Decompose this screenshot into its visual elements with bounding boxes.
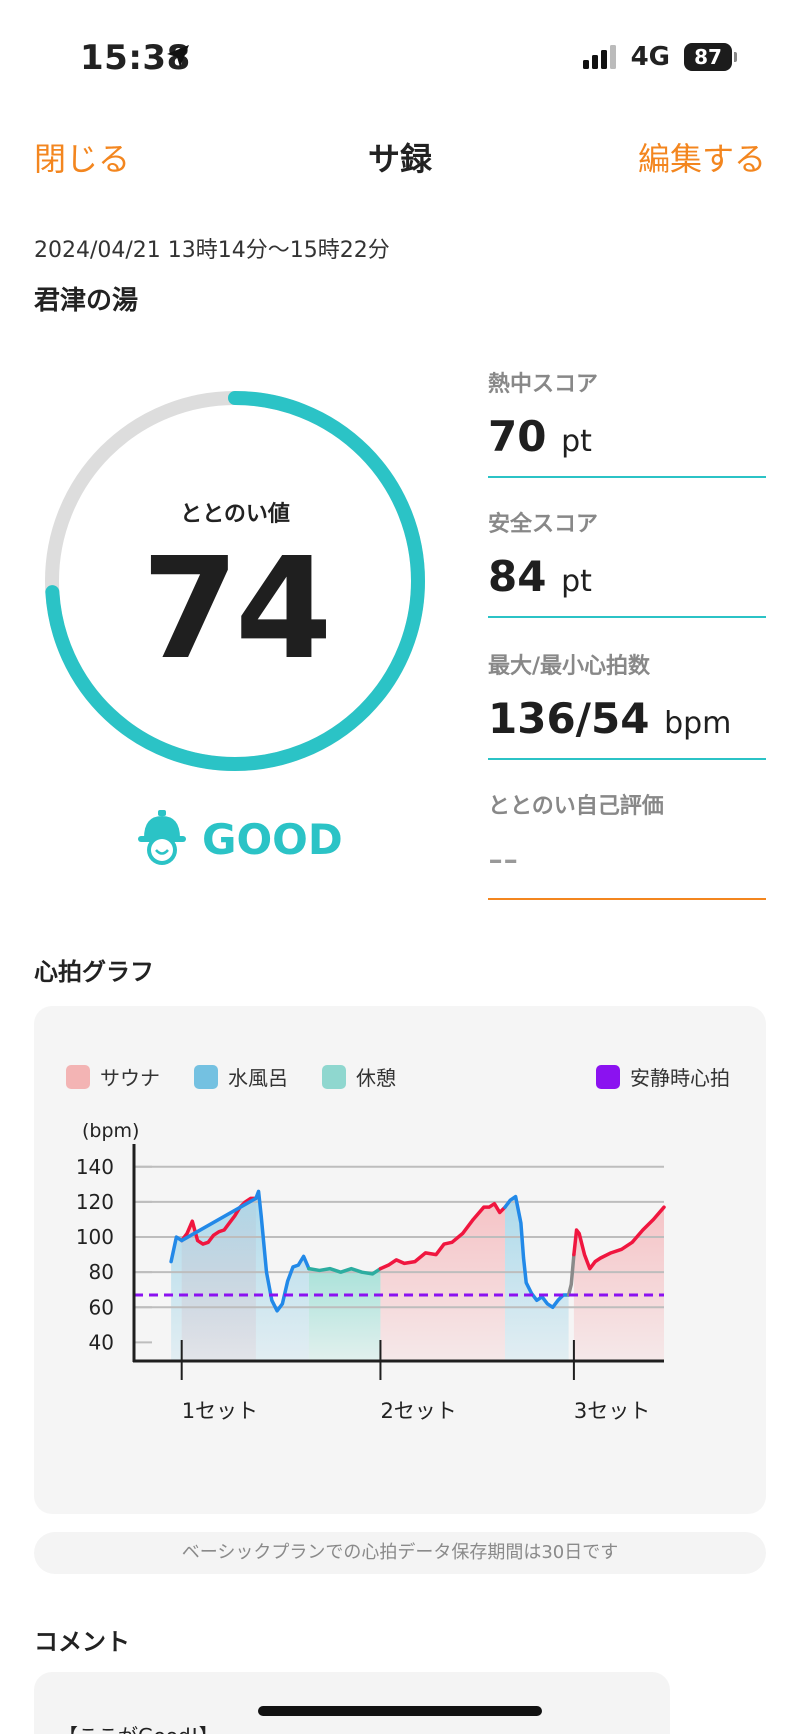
edit-button[interactable]: 編集する [637, 140, 766, 178]
y-tick-label: 60 [89, 1295, 114, 1319]
metric-number: -- [488, 834, 519, 883]
metric-unit: pt [561, 424, 592, 459]
heart-rate-series-line [378, 1201, 507, 1271]
x-tick-label: 3セット [574, 1399, 650, 1423]
metric-divider [488, 898, 766, 900]
heart-rate-series-line [307, 1266, 383, 1276]
metric-unit: pt [561, 564, 592, 599]
rank-label: GOOD [202, 814, 343, 864]
segment-fill [573, 1207, 664, 1360]
metric-divider [488, 476, 766, 478]
metric-number: 84 [488, 552, 547, 601]
comment-text: 【ここがGood!】 [58, 1720, 219, 1734]
metric-label: 安全スコア [488, 512, 599, 537]
chart-axes: 1セット 2セット 3セット [132, 1144, 664, 1423]
graph-title: 心拍グラフ [34, 958, 154, 986]
session-datetime: 2024/04/21 13時14分〜15時22分 [34, 238, 390, 263]
y-tick-label: 140 [76, 1155, 114, 1179]
chart-series-lines [169, 1189, 666, 1313]
comment-title: コメント [34, 1628, 130, 1656]
totonoi-value: 74 [141, 528, 333, 691]
sauna-hat-mascot-icon [138, 810, 186, 865]
y-tick-label: 80 [89, 1260, 114, 1284]
status-time: 15:38 [80, 38, 191, 78]
heart-rate-series-line [503, 1194, 571, 1310]
comment-card[interactable] [34, 1672, 670, 1734]
close-button[interactable]: 閉じる [34, 140, 131, 178]
max-min-heart-rate: 最大/最小心拍数 136/54 bpm [488, 648, 766, 760]
segment-fill [505, 1196, 569, 1360]
x-tick-label: 1セット [182, 1399, 258, 1423]
totonoi-label: ととのい値 [180, 502, 290, 527]
y-tick-label: 100 [76, 1225, 114, 1249]
legend-swatch [66, 1064, 90, 1089]
metric-number: 70 [488, 412, 547, 461]
legend-resting-hr: 安静時心拍 [596, 1062, 730, 1091]
segment-fill [171, 1191, 309, 1360]
metric-label: 熱中スコア [488, 372, 599, 397]
legend-sauna: サウナ [66, 1062, 160, 1091]
data-retention-notice: ベーシックプランでの心拍データ保存期間は30日です [34, 1532, 766, 1574]
heat-score: 熱中スコア 70 pt [488, 366, 766, 478]
metric-value: -- [488, 838, 766, 892]
legend-label: サウナ [100, 1066, 160, 1090]
legend-label: 休憩 [356, 1066, 396, 1090]
legend-label: 安静時心拍 [630, 1066, 730, 1090]
home-indicator [258, 1706, 542, 1716]
y-axis-label: (bpm) [82, 1120, 139, 1142]
legend-label: 水風呂 [228, 1066, 288, 1090]
metric-label: 最大/最小心拍数 [488, 654, 651, 679]
metric-value: 136/54 bpm [488, 698, 766, 752]
page-title: サ録 [367, 140, 432, 178]
chart-segment-fills [171, 1191, 664, 1360]
network-type: 4G [630, 42, 670, 72]
legend-rest: 休憩 [322, 1062, 396, 1091]
legend-swatch [194, 1064, 218, 1089]
segment-fill [308, 1268, 381, 1360]
legend-mizuburo: 水風呂 [194, 1062, 288, 1091]
heart-rate-series-line [566, 1252, 576, 1297]
segment-fill [380, 1203, 505, 1360]
heart-rate-chart: 40 60 80 100 120 140 1セット 2セット 3セット (bpm) [76, 1120, 666, 1423]
self-evaluation[interactable]: ととのい自己評価 -- [488, 788, 766, 900]
metric-divider [488, 616, 766, 618]
location-arrow-icon [167, 45, 189, 67]
metric-number: 136/54 [488, 694, 650, 743]
heart-rate-series-line [572, 1205, 666, 1271]
chart-gridlines: 40 60 80 100 120 140 [76, 1155, 664, 1354]
legend-swatch [322, 1064, 346, 1089]
gauge-progress [45, 391, 425, 771]
metric-divider [488, 758, 766, 760]
heart-rate-series-line [169, 1189, 311, 1313]
metric-label: ととのい自己評価 [488, 794, 664, 819]
safety-score: 安全スコア 84 pt [488, 506, 766, 618]
totonoi-rank: GOOD [136, 810, 343, 868]
x-tick-label: 2セット [380, 1399, 456, 1423]
metric-value: 84 pt [488, 556, 766, 610]
facility-name: 君津の湯 [34, 286, 139, 316]
totonoi-gauge [45, 391, 425, 771]
battery-icon: 87 [684, 43, 737, 71]
metric-unit: bpm [664, 706, 732, 741]
y-tick-label: 40 [89, 1330, 114, 1354]
signal-icon [582, 45, 616, 69]
y-tick-label: 120 [76, 1190, 114, 1214]
legend-swatch [596, 1064, 620, 1089]
metric-value: 70 pt [488, 416, 766, 470]
